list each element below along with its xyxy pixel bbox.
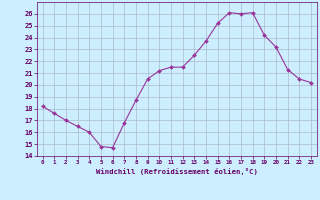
X-axis label: Windchill (Refroidissement éolien,°C): Windchill (Refroidissement éolien,°C) [96, 168, 258, 175]
